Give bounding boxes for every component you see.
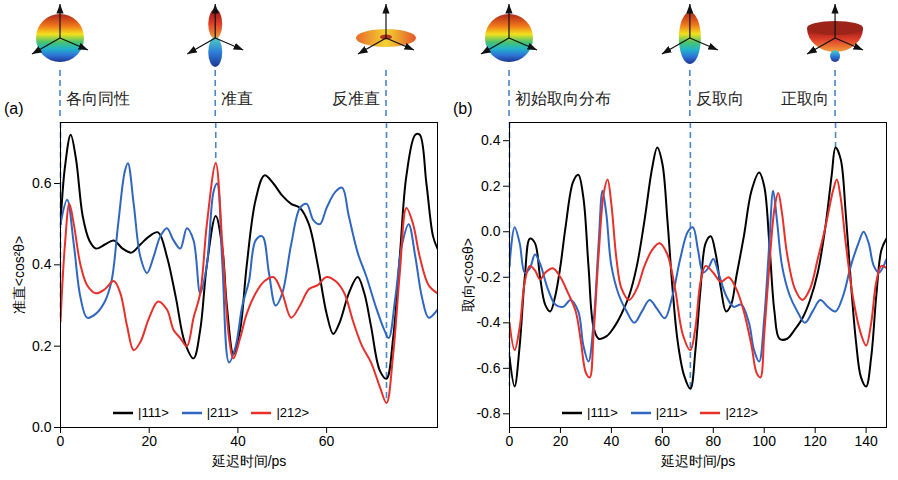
html-text:|212>: |212> bbox=[725, 405, 759, 420]
svg-text:100: 100 bbox=[753, 433, 777, 449]
svg-text:60: 60 bbox=[319, 433, 335, 449]
svg-text:正取向: 正取向 bbox=[781, 89, 829, 108]
svg-text:延迟时间/ps: 延迟时间/ps bbox=[660, 453, 736, 469]
svg-text:0: 0 bbox=[506, 433, 514, 449]
svg-text:140: 140 bbox=[854, 433, 878, 449]
html-text:|212>: |212> bbox=[276, 405, 310, 420]
svg-text:0.4: 0.4 bbox=[481, 132, 501, 148]
svg-text:准直: 准直 bbox=[221, 89, 253, 108]
svg-text:20: 20 bbox=[553, 433, 569, 449]
svg-text:0.0: 0.0 bbox=[481, 223, 501, 239]
svg-text:0.2: 0.2 bbox=[32, 338, 52, 354]
svg-text:延迟时间/ps: 延迟时间/ps bbox=[211, 453, 287, 469]
svg-text:取向<cosθ>: 取向<cosθ> bbox=[460, 238, 476, 312]
svg-text:0.2: 0.2 bbox=[481, 178, 501, 194]
svg-text:0: 0 bbox=[57, 433, 65, 449]
svg-text:-0.8: -0.8 bbox=[476, 405, 500, 421]
svg-text:(a): (a) bbox=[4, 100, 24, 117]
svg-text:80: 80 bbox=[705, 433, 721, 449]
svg-text:-0.4: -0.4 bbox=[476, 314, 500, 330]
svg-text:(b): (b) bbox=[453, 100, 473, 117]
html-text:|111>: |111> bbox=[138, 405, 169, 420]
html-text:|211>: |211> bbox=[655, 405, 688, 420]
html-text:|111>: |111> bbox=[587, 405, 618, 420]
svg-text:0.0: 0.0 bbox=[32, 419, 52, 435]
svg-text:120: 120 bbox=[803, 433, 827, 449]
svg-text:-0.6: -0.6 bbox=[476, 360, 500, 376]
svg-text:0.4: 0.4 bbox=[32, 256, 52, 272]
svg-text:准直<cos²θ>: 准直<cos²θ> bbox=[11, 236, 27, 315]
svg-text:60: 60 bbox=[655, 433, 671, 449]
svg-text:初始取向分布: 初始取向分布 bbox=[515, 89, 611, 108]
svg-text:-0.2: -0.2 bbox=[476, 269, 500, 285]
svg-text:反取向: 反取向 bbox=[696, 89, 744, 108]
svg-text:0.6: 0.6 bbox=[32, 175, 52, 191]
svg-text:20: 20 bbox=[141, 433, 157, 449]
html-text:|211>: |211> bbox=[206, 405, 239, 420]
svg-text:40: 40 bbox=[604, 433, 620, 449]
svg-text:各向同性: 各向同性 bbox=[66, 89, 130, 108]
svg-text:40: 40 bbox=[230, 433, 246, 449]
svg-text:反准直: 反准直 bbox=[332, 89, 380, 108]
